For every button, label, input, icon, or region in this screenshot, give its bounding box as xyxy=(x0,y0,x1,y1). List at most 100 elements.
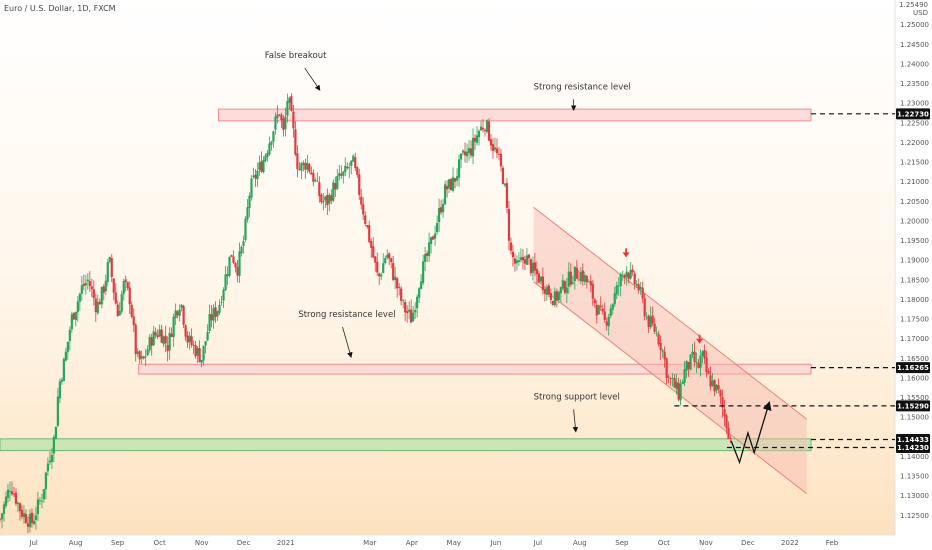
candle-body xyxy=(6,489,10,498)
candle-body xyxy=(36,499,40,515)
candle-body xyxy=(402,300,405,302)
candle-body xyxy=(453,178,457,182)
candle-body xyxy=(601,308,604,312)
candle-body xyxy=(637,284,640,291)
candle-body xyxy=(370,241,373,248)
candle-body xyxy=(88,281,91,287)
candle-body xyxy=(304,163,307,170)
price-tick-label: 1.18000 xyxy=(900,296,929,304)
candle-body xyxy=(422,261,425,283)
candle-body xyxy=(296,153,299,170)
candle-body xyxy=(222,289,225,301)
candle-body xyxy=(437,208,441,223)
candle-body xyxy=(663,351,666,360)
candle-body xyxy=(545,287,548,295)
price-level-badge xyxy=(896,108,930,120)
annotation-label: False breakout xyxy=(265,51,327,61)
candle-body xyxy=(236,267,239,276)
candle-body xyxy=(695,362,698,364)
candle-body xyxy=(100,286,103,305)
candle-body xyxy=(661,350,664,352)
candle-body xyxy=(54,427,57,439)
candle-body xyxy=(503,183,507,186)
candle-body xyxy=(56,396,59,426)
time-tick-label: Aug xyxy=(573,539,587,547)
candle-body xyxy=(537,273,540,283)
candle-body xyxy=(553,291,556,306)
candle-body xyxy=(80,285,83,294)
candle-body xyxy=(72,313,75,320)
candle-body xyxy=(679,383,682,401)
candle-body xyxy=(611,304,614,310)
candle-body xyxy=(318,182,321,197)
candle-body xyxy=(58,381,61,399)
candle-body xyxy=(607,316,610,327)
time-tick-label: Mar xyxy=(363,539,376,547)
candle-body xyxy=(276,114,279,118)
candle-body xyxy=(465,151,469,157)
candle-body xyxy=(703,350,706,359)
candle-body xyxy=(665,358,668,378)
candle-body xyxy=(40,500,44,502)
candle-body xyxy=(457,159,461,178)
annotation-arrow xyxy=(342,326,353,358)
candle-body xyxy=(182,306,185,325)
candle-body xyxy=(180,304,183,308)
candle-body xyxy=(330,195,333,201)
candle-body xyxy=(673,378,676,388)
price-level-badge xyxy=(896,441,930,453)
candle-body xyxy=(481,127,485,130)
candle-body xyxy=(495,148,499,154)
price-tick-label: 1.12500 xyxy=(900,512,929,520)
candle-body xyxy=(406,311,409,314)
candle-body xyxy=(344,165,347,173)
candle-body xyxy=(585,275,588,282)
candle-body xyxy=(691,351,694,355)
candle-body xyxy=(186,335,189,343)
candle-body xyxy=(436,223,439,233)
candle-body xyxy=(284,116,287,130)
candle-body xyxy=(256,170,259,180)
candle-body xyxy=(701,351,704,356)
candle-body xyxy=(120,294,123,312)
candle-body xyxy=(449,179,453,190)
candle-body xyxy=(322,201,325,203)
candle-body xyxy=(493,147,497,150)
candle-body xyxy=(627,272,630,279)
candle-body xyxy=(18,503,22,512)
candle-body xyxy=(116,304,119,317)
candle-body xyxy=(8,491,12,492)
candle-body xyxy=(190,336,193,346)
candle-body xyxy=(487,121,491,141)
candle-body xyxy=(214,307,217,317)
candle-body xyxy=(338,172,341,177)
time-tick-label: Jul xyxy=(28,539,38,547)
time-tick-label: Dec xyxy=(237,539,251,547)
candle-body xyxy=(264,155,267,161)
candle-body xyxy=(154,332,157,336)
candle-body xyxy=(204,341,207,346)
candle-body xyxy=(356,167,359,175)
price-axis-currency: USD xyxy=(913,9,928,17)
candle-body xyxy=(68,329,71,341)
candle-body xyxy=(629,270,632,279)
candle-body xyxy=(150,337,153,346)
red-down-marker-icon xyxy=(696,338,704,344)
candle-body xyxy=(635,283,638,286)
candle-body xyxy=(292,111,295,129)
candle-body xyxy=(74,311,77,321)
candle-body xyxy=(469,148,473,156)
candle-body xyxy=(64,351,67,361)
candle-body xyxy=(519,257,523,261)
candle-body xyxy=(623,275,626,278)
time-tick-label: Jun xyxy=(489,539,501,547)
candle-body xyxy=(555,291,558,301)
candle-body xyxy=(593,299,596,304)
price-tick-label: 1.21000 xyxy=(900,178,929,186)
candle-body xyxy=(559,287,562,294)
candle-body xyxy=(499,153,503,167)
candle-body xyxy=(246,207,249,220)
candle-body xyxy=(725,415,728,428)
candle-body xyxy=(709,375,712,387)
